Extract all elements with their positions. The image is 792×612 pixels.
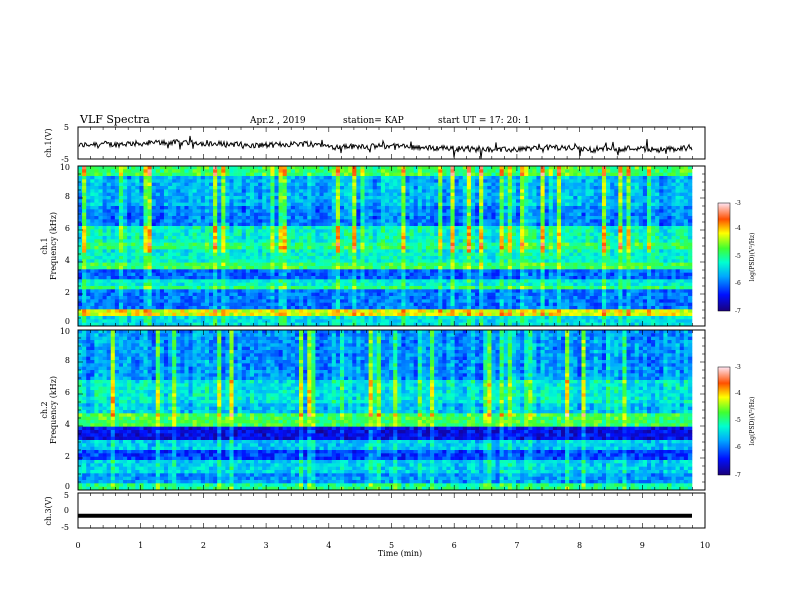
ch1-ytick-2: 2 (65, 288, 70, 297)
x-tick-label-6: 6 (452, 541, 457, 550)
ch2-spectrogram-panel: 0 2 4 6 8 10 ch.2 Frequency (kHz) (40, 327, 706, 491)
x-tick-label-10: 10 (700, 541, 710, 550)
colorbar-1-tick-m7: -7 (735, 308, 741, 315)
date-label: Apr.2 , 2019 (249, 116, 306, 126)
x-tick-label-8: 8 (577, 541, 582, 550)
colorbar-2-tick-m6: -6 (735, 444, 741, 451)
ch3-ytick-mid: 0 (64, 506, 69, 515)
ch2-ytick-2: 2 (65, 452, 70, 461)
x-tick-label-4: 4 (326, 541, 331, 550)
colorbar-2-tick-m4: -4 (735, 390, 741, 397)
colorbar-1-tick-m6: -6 (735, 280, 741, 287)
ch1-ytick-10: 10 (60, 163, 70, 172)
ch1-waveform-line (78, 135, 693, 159)
ch1-ytick-6: 6 (65, 224, 70, 233)
x-tick-label-5: 5 (389, 541, 394, 550)
ch2-ytick-4: 4 (65, 420, 70, 429)
ch3-ytick-bottom: -5 (61, 523, 69, 532)
ch3-waveform-panel: 5 0 -5 ch.3(V) (44, 491, 706, 532)
figure-title: VLF Spectra (79, 113, 150, 126)
ch2-channel-label: ch.2 (40, 401, 49, 418)
ch1-waveform-panel: 5 -5 ch.1(V) (44, 123, 706, 164)
colorbar-1-gradient (717, 202, 731, 312)
colorbar-2-gradient (717, 366, 731, 476)
ch1-frequency-ylabel: Frequency (kHz) (49, 212, 58, 280)
ch2-frequency-ylabel: Frequency (kHz) (49, 376, 58, 444)
colorbar-1-tick-m5: -5 (735, 253, 741, 260)
start-time-label: start UT = 17: 20: 1 (438, 116, 530, 126)
colorbar-1: -3 -4 -5 -6 -7 log(PSD)(V²/Hz) (717, 200, 756, 315)
colorbar-2-label: log(PSD)(V²/Hz) (749, 397, 756, 446)
ch3-ytick-top: 5 (64, 491, 69, 500)
ch2-ytick-0: 0 (65, 482, 70, 491)
ch1-ytick-top: 5 (64, 123, 69, 132)
colorbar-2-tick-m5: -5 (735, 417, 741, 424)
station-label: station= KAP (343, 116, 404, 126)
ch1-waveform-ylabel: ch.1(V) (44, 128, 53, 157)
ch1-ytick-4: 4 (65, 256, 70, 265)
ch2-ytick-6: 6 (65, 388, 70, 397)
x-tick-label-3: 3 (264, 541, 269, 550)
colorbar-1-tick-m4: -4 (735, 225, 741, 232)
x-axis-tick-labels: 0 1 2 3 4 5 6 7 8 9 10 (75, 541, 710, 550)
x-tick-label-0: 0 (75, 541, 80, 550)
ch1-spectrogram-image (78, 166, 693, 327)
colorbar-1-tick-m3: -3 (735, 200, 741, 207)
colorbar-2-tick-m7: -7 (735, 472, 741, 479)
ch3-waveform-frame (77, 492, 706, 529)
colorbar-1-label: log(PSD)(V²/Hz) (749, 233, 756, 282)
ch2-ytick-8: 8 (65, 356, 70, 365)
ch1-ytick-8: 8 (65, 192, 70, 201)
ch3-waveform-ylabel: ch.3(V) (44, 496, 53, 525)
ch2-spectrogram-image (78, 330, 693, 491)
colorbar-2-tick-m3: -3 (735, 364, 741, 371)
ch1-ytick-0: 0 (65, 317, 70, 326)
colorbar-2: -3 -4 -5 -6 -7 log(PSD)(V²/Hz) (717, 364, 756, 479)
x-tick-label-2: 2 (201, 541, 206, 550)
x-tick-label-1: 1 (138, 541, 143, 550)
ch1-spectrogram-panel: 0 2 4 6 8 10 ch.1 Frequency (kHz) (40, 163, 706, 327)
ch2-ytick-10: 10 (60, 327, 70, 336)
axis-ticks (77, 127, 706, 528)
ch1-ytick-bottom: -5 (61, 155, 69, 164)
ch1-channel-label: ch.1 (40, 237, 49, 254)
x-tick-label-7: 7 (514, 541, 519, 550)
x-tick-label-9: 9 (640, 541, 645, 550)
x-axis-label: Time (min) (378, 549, 422, 558)
